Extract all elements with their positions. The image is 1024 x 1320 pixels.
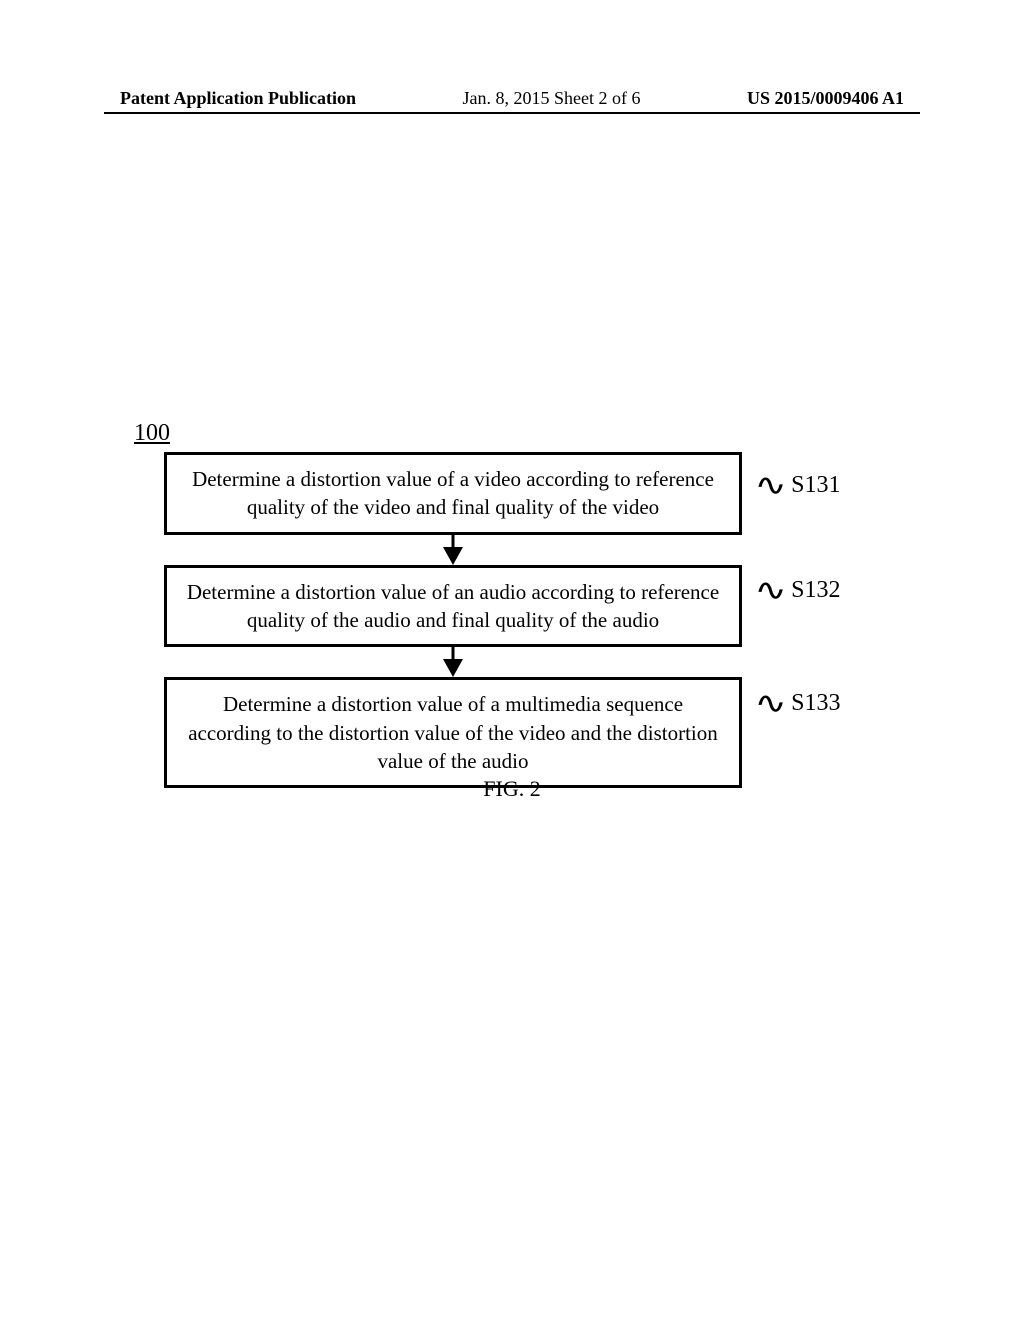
arrow-2-container — [164, 647, 742, 677]
tilde-3: ∿ — [754, 686, 787, 721]
label-1-text: S131 — [791, 472, 840, 499]
step-2-text: Determine a distortion value of an audio… — [187, 580, 719, 632]
header-date-sheet: Jan. 8, 2015 Sheet 2 of 6 — [463, 88, 641, 109]
arrow-1-container — [164, 535, 742, 565]
arrow-2-head — [443, 659, 463, 677]
header-patent-number: US 2015/0009406 A1 — [747, 88, 904, 109]
flowchart-step-2: Determine a distortion value of an audio… — [164, 565, 742, 648]
arrow-1-head — [443, 547, 463, 565]
flowchart-step-1: Determine a distortion value of a video … — [164, 452, 742, 535]
page-header: Patent Application Publication Jan. 8, 2… — [0, 88, 1024, 109]
tilde-2: ∿ — [754, 573, 787, 608]
step-3-text: Determine a distortion value of a multim… — [188, 692, 718, 773]
label-3-text: S133 — [791, 690, 840, 717]
flowchart-step-3: Determine a distortion value of a multim… — [164, 677, 742, 788]
step-label-3: ∿ S133 — [758, 686, 841, 721]
figure-reference-number: 100 — [134, 420, 170, 447]
header-row: Patent Application Publication Jan. 8, 2… — [120, 88, 904, 109]
label-2-text: S132 — [791, 577, 840, 604]
header-divider — [104, 112, 920, 114]
figure-caption: FIG. 2 — [0, 776, 1024, 802]
step-label-2: ∿ S132 — [758, 573, 841, 608]
step-1-text: Determine a distortion value of a video … — [192, 467, 714, 519]
tilde-1: ∿ — [754, 468, 787, 503]
header-publication: Patent Application Publication — [120, 88, 356, 109]
step-label-1: ∿ S131 — [758, 468, 841, 503]
